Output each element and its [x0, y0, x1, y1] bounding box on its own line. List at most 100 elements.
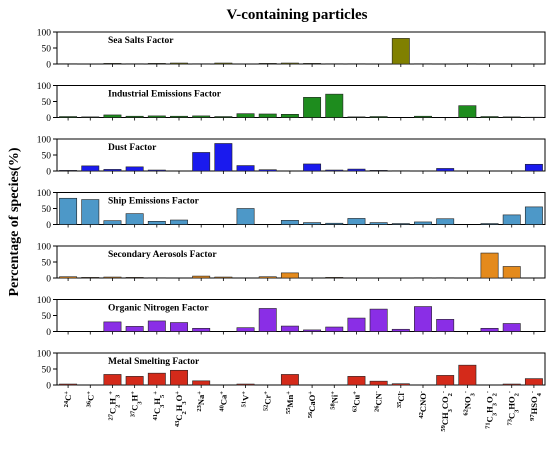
bar	[192, 380, 211, 386]
bar	[502, 266, 521, 279]
bar	[436, 168, 455, 172]
bar	[391, 38, 410, 65]
y-tick-label: 100	[37, 296, 52, 306]
bar	[436, 319, 455, 332]
bar	[170, 369, 188, 386]
bar	[258, 276, 277, 279]
bar	[170, 322, 188, 332]
x-tick-label: 97HSO4-	[528, 391, 542, 421]
bar	[325, 169, 344, 172]
bar	[125, 213, 144, 225]
bar	[502, 323, 521, 332]
bar	[458, 364, 477, 386]
bar	[303, 97, 322, 118]
panels: 0 50 100 Sea Salts Factor 0 50 100 Industrial E…	[37, 29, 546, 392]
bar	[369, 116, 388, 118]
bar	[480, 252, 499, 279]
bar	[325, 222, 344, 225]
bar	[502, 214, 521, 225]
x-tick-label: 37C3H+	[129, 391, 143, 418]
panel: 0 50 100 Sea Salts Factor	[37, 29, 546, 71]
bar	[369, 222, 388, 225]
y-tick-label: 100	[37, 243, 52, 253]
panel-label: Metal Smelting Factor	[108, 357, 200, 367]
bar	[502, 116, 521, 118]
x-tick-label: 55Mn+	[284, 391, 295, 414]
y-axis-label: Percentage of species(%)	[7, 147, 22, 296]
chart-title: V-containing particles	[227, 7, 368, 23]
x-tick-label: 24C+	[63, 391, 74, 408]
bar	[59, 170, 78, 172]
bar	[103, 374, 122, 386]
bar	[103, 321, 122, 332]
x-tick-label: 40Ca+	[218, 391, 229, 412]
bar	[436, 375, 455, 386]
bar	[125, 115, 144, 118]
bar	[81, 277, 100, 279]
x-tick-label: 26CN-	[373, 391, 384, 412]
panel-frame	[56, 31, 546, 65]
bar	[81, 165, 100, 172]
y-tick-label: 50	[42, 259, 52, 269]
bar	[103, 220, 122, 225]
bar	[147, 169, 166, 172]
bar	[192, 115, 211, 118]
panel-label: Dust Factor	[108, 143, 157, 153]
bar	[236, 383, 255, 386]
bar	[236, 113, 255, 118]
category-axis-labels: 24C+ 36C+ 27C2H3+ 37C3H+ 41C3H5+ 43C2H3O+ 23Na…	[63, 391, 543, 432]
y-tick-label: 0	[46, 61, 51, 71]
x-tick-label: 62NO3-	[462, 391, 476, 416]
y-tick-label: 0	[46, 382, 51, 392]
bar	[103, 114, 122, 118]
bar	[147, 372, 166, 386]
bar	[480, 223, 499, 225]
bar	[303, 163, 322, 172]
bar	[59, 383, 78, 386]
y-tick-label: 50	[42, 312, 52, 322]
y-tick-label: 50	[42, 152, 52, 162]
bar	[414, 221, 432, 225]
bar	[480, 116, 499, 118]
bar	[170, 115, 188, 118]
bar	[147, 221, 166, 225]
bar	[258, 63, 277, 65]
bar	[125, 277, 144, 279]
bar	[303, 329, 322, 332]
y-tick-label: 50	[42, 98, 52, 108]
panel-label: Ship Emissions Factor	[108, 197, 200, 207]
bar	[125, 166, 144, 172]
y-tick-label: 0	[46, 328, 51, 338]
bar	[192, 327, 211, 332]
bar	[103, 169, 122, 172]
y-tick-label: 0	[46, 275, 51, 285]
bar	[81, 116, 100, 118]
bar	[125, 376, 144, 386]
bar	[103, 276, 122, 279]
bar	[369, 380, 388, 386]
bar	[325, 326, 344, 332]
x-tick-label: 63Cu+	[351, 391, 362, 412]
bar	[280, 272, 299, 279]
y-tick-label: 50	[42, 366, 52, 376]
bar	[170, 62, 188, 65]
bar	[258, 308, 277, 332]
x-tick-label: 23Na+	[196, 391, 207, 412]
panel: 0 50 100 Organic Nitrogen Factor	[37, 296, 546, 338]
bar	[458, 105, 477, 118]
panel-label: Secondary Aerosols Factor	[108, 250, 217, 260]
y-tick-label: 0	[46, 114, 51, 124]
x-tick-label: 36C+	[85, 391, 96, 408]
bar	[325, 277, 344, 279]
y-tick-label: 50	[42, 205, 52, 215]
bar	[236, 165, 255, 172]
x-tick-label: 27C2H3+	[107, 391, 121, 421]
bar	[280, 220, 299, 225]
x-tick-label: 58Ni+	[329, 391, 340, 410]
bar	[192, 152, 211, 172]
bar	[59, 276, 78, 279]
y-tick-label: 100	[37, 29, 52, 39]
y-tick-label: 100	[37, 82, 52, 92]
bar	[369, 308, 388, 332]
